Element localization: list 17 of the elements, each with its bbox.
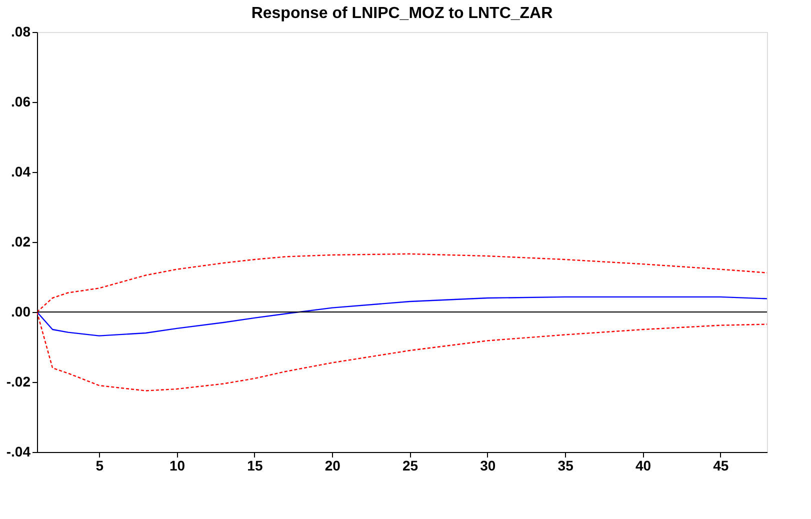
x-tick-label: 30 xyxy=(480,458,496,474)
y-tick-label: .02 xyxy=(11,234,31,250)
x-tick-label: 5 xyxy=(96,458,104,474)
x-tick-label: 25 xyxy=(402,458,418,474)
x-tick-label: 35 xyxy=(558,458,574,474)
x-tick-label: 10 xyxy=(170,458,186,474)
y-tick-label: -.04 xyxy=(6,444,31,460)
y-tick-label: .04 xyxy=(11,164,31,180)
y-tick-label: .08 xyxy=(11,24,31,40)
x-tick-label: 45 xyxy=(713,458,729,474)
y-tick-label: .00 xyxy=(11,304,31,320)
x-tick-label: 15 xyxy=(247,458,263,474)
chart-title: Response of LNIPC_MOZ to LNTC_ZAR xyxy=(251,5,554,22)
y-tick-label: -.02 xyxy=(6,374,31,390)
x-tick-label: 20 xyxy=(324,458,341,474)
y-tick-label: .06 xyxy=(11,94,31,110)
x-tick-label: 40 xyxy=(635,458,652,474)
